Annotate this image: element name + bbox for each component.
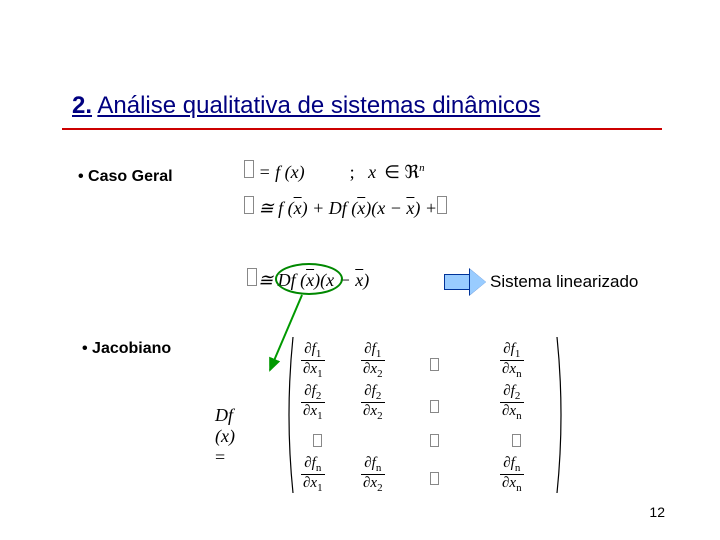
page-number: 12 [649,504,665,520]
bullet-caso-geral: • Caso Geral [78,168,173,186]
bullet-jacobiano: • Jacobiano [82,340,171,358]
equation-taylor: ≅ f (x) + Df (x)(x − x) + [245,198,437,219]
equation-xdot-fx: = f (x) ; x ∈ ℜn [245,162,425,183]
matrix-body: ∂f1∂x1 ∂f1∂x2 ∂f1∂xn ∂f2∂x1 ∂f2∂x2 ∂f2∂x… [285,335,565,495]
title-number: 2. [72,92,92,119]
title-underline [62,128,662,130]
slide-title: 2. Análise qualitativa de sistemas dinâm… [72,92,540,120]
title-text: Análise qualitativa de sistemas dinâmico… [97,92,540,119]
label-sistema-linearizado: Sistema linearizado [490,272,638,292]
placeholder-box [437,196,447,214]
jacobian-lhs: Df (x) = [215,405,235,468]
block-arrow-icon [444,271,486,293]
